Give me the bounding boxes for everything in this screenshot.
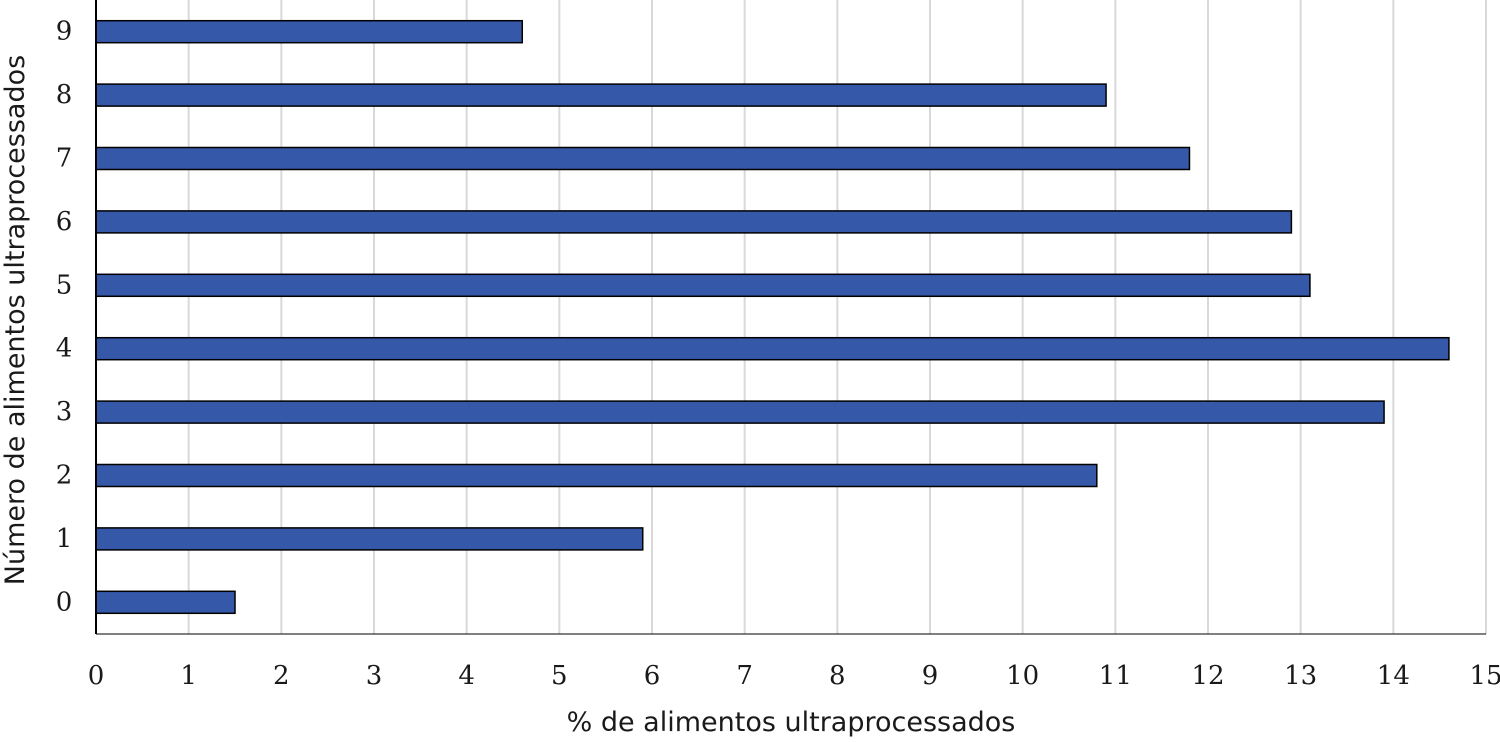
x-tick-label-13: 13 <box>1284 661 1317 691</box>
x-axis-title: % de alimentos ultraprocessados <box>567 707 1016 738</box>
x-tick-label-6: 6 <box>644 661 661 691</box>
y-tick-label-0: 0 <box>56 587 73 617</box>
bar-4 <box>95 336 1450 361</box>
y-tick-label-8: 8 <box>56 80 73 110</box>
bar-0 <box>95 590 236 615</box>
x-tick-labels: 0 1 2 3 4 5 6 7 8 9 10 11 12 13 14 15 <box>88 661 1500 691</box>
y-tick-label-7: 7 <box>56 144 73 174</box>
y-tick-label-5: 5 <box>56 270 73 300</box>
x-tick-label-0: 0 <box>88 661 105 691</box>
bar-8 <box>95 83 1107 107</box>
x-tick-label-5: 5 <box>551 661 568 691</box>
x-tick-label-3: 3 <box>366 661 383 691</box>
x-tick-label-12: 12 <box>1191 661 1224 691</box>
bar-2 <box>95 463 1098 488</box>
x-tick-label-15: 15 <box>1469 661 1500 691</box>
x-tick-label-10: 10 <box>1006 661 1039 691</box>
bar-3 <box>95 400 1385 424</box>
bar-5 <box>95 273 1311 298</box>
x-tick-label-4: 4 <box>458 661 475 691</box>
x-tick-label-1: 1 <box>180 661 197 691</box>
bar-7 <box>95 146 1191 171</box>
bar-1 <box>95 527 644 551</box>
x-tick-label-8: 8 <box>829 661 846 691</box>
x-tick-label-2: 2 <box>273 661 290 691</box>
y-tick-label-3: 3 <box>56 397 73 427</box>
bar-6 <box>95 210 1293 234</box>
bars <box>95 19 1450 615</box>
x-tick-label-9: 9 <box>922 661 939 691</box>
y-tick-label-9: 9 <box>56 17 73 47</box>
bar-9 <box>95 19 524 44</box>
x-tick-label-14: 14 <box>1377 661 1410 691</box>
y-tick-label-2: 2 <box>56 461 73 491</box>
x-tick-label-7: 7 <box>736 661 753 691</box>
y-tick-label-6: 6 <box>56 207 73 237</box>
y-tick-labels: 0 1 2 3 4 5 6 7 8 9 <box>56 17 73 618</box>
y-axis-title: Número de alimentos ultraprocessados <box>0 55 31 585</box>
x-tick-label-11: 11 <box>1099 661 1132 691</box>
y-tick-label-1: 1 <box>56 524 73 554</box>
axes <box>95 0 1486 635</box>
y-tick-label-4: 4 <box>56 334 73 364</box>
